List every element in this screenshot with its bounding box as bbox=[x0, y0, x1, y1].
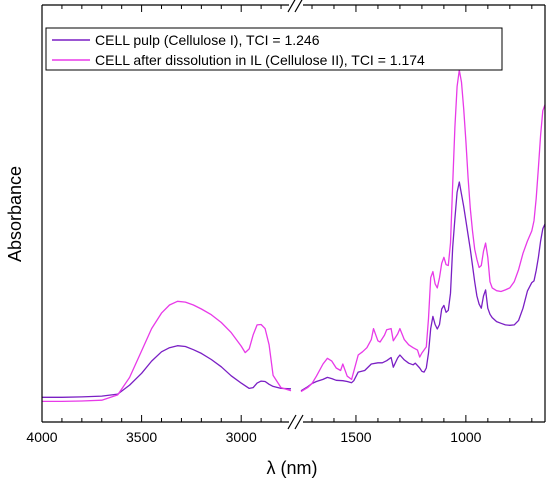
legend-label-1: CELL pulp (Cellulose I), TCI = 1.246 bbox=[95, 32, 320, 48]
series-line-2-segment-2 bbox=[300, 69, 546, 393]
series-line-1-segment-1 bbox=[42, 345, 292, 398]
x-tick-label: 3000 bbox=[226, 429, 257, 445]
legend: CELL pulp (Cellulose I), TCI = 1.246 CELL… bbox=[45, 27, 503, 71]
axis-break-mark-bottom-2 bbox=[294, 414, 304, 430]
axis-break-mark-bottom-1 bbox=[287, 414, 297, 430]
x-tick-label: 1000 bbox=[450, 429, 481, 445]
legend-label-2: CELL after dissolution in IL (Cellulose … bbox=[95, 52, 425, 68]
x-axis-ticks: 4000 3500 3000 1500 1000 bbox=[26, 5, 533, 445]
axis-break-mark-top-1 bbox=[287, 0, 296, 13]
y-axis-title: Absorbance bbox=[5, 166, 25, 262]
x-axis-title: λ (nm) bbox=[267, 458, 318, 478]
x-tick-label: 1500 bbox=[340, 429, 371, 445]
plot-frame bbox=[41, 0, 546, 430]
axis-break-mark-top-2 bbox=[294, 0, 303, 13]
legend-box bbox=[45, 27, 503, 71]
x-tick-label: 4000 bbox=[26, 429, 57, 445]
x-tick-label: 3500 bbox=[126, 429, 157, 445]
series-line-2-segment-1 bbox=[42, 300, 292, 403]
series-layer bbox=[42, 69, 546, 403]
series-line-1-segment-2 bbox=[300, 181, 546, 392]
